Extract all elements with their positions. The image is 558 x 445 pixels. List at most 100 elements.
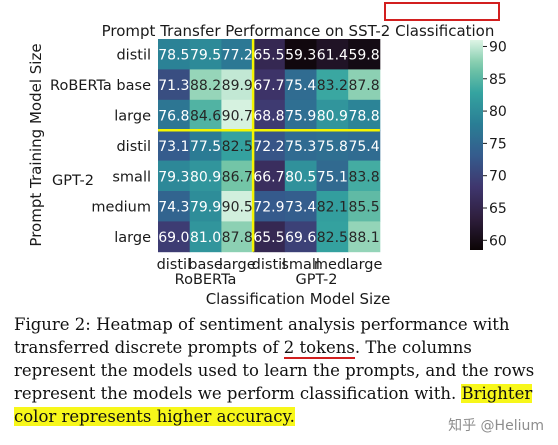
colorbar-tick-label: 85: [489, 72, 507, 88]
heatmap-cell: [158, 191, 191, 222]
cell-value-label: 87.8: [222, 230, 253, 246]
heatmap-cell: [253, 69, 286, 101]
heatmap-cell: [189, 69, 222, 101]
caption-label: Figure 2:: [14, 315, 91, 334]
heatmap-cell: [316, 39, 349, 70]
cell-value-label: 77.2: [222, 48, 253, 64]
heatmap-cell: [221, 160, 254, 192]
cell-value-label: 74.3: [158, 200, 189, 216]
cell-value-label: 86.7: [222, 169, 253, 185]
cell-value-label: 87.8: [348, 78, 379, 94]
heatmap-cell: [316, 130, 349, 161]
heatmap-cell: [284, 39, 317, 70]
heatmap-cell: [221, 99, 254, 131]
heatmap-cell: [189, 221, 222, 253]
cell-value-label: 79.9: [190, 200, 221, 216]
watermark: 知乎 @Helium: [448, 418, 544, 434]
colorbar-tick-label: 80: [489, 104, 507, 120]
cell-value-label: 80.9: [190, 169, 221, 185]
cell-value-label: 82.5: [317, 230, 348, 246]
x-tick-label: large: [346, 257, 383, 273]
heatmap-cell: [189, 130, 222, 161]
heatmap-cell: [158, 69, 191, 101]
heatmap-cell: [284, 221, 317, 253]
heatmap-cell: [316, 221, 349, 253]
heatmap-cells: 78.5 79.5 77.2 65.5 59.3 61.4 59.871.3 88.2 89.9…: [158, 39, 381, 253]
heatmap-cell: [253, 39, 286, 70]
colorbar-tick-label: 65: [489, 201, 507, 217]
heatmap-cell: [253, 99, 286, 131]
cell-value-label: 65.5: [253, 48, 284, 64]
heatmap-cell: [221, 191, 254, 222]
y-tick-label: large: [114, 230, 151, 246]
colorbar-tick-label: 60: [489, 233, 507, 249]
cell-value-label: 78.8: [348, 109, 379, 125]
heatmap-cell: [348, 39, 381, 70]
heatmap-cell: [158, 39, 191, 70]
cell-value-label: 85.5: [348, 200, 379, 216]
heatmap-cell: [189, 99, 222, 131]
cell-value-label: 72.9: [253, 200, 284, 216]
title-annotation-box: [384, 2, 500, 21]
cell-value-label: 59.8: [348, 48, 379, 64]
cell-value-label: 79.3: [158, 169, 189, 185]
cell-value-label: 84.6: [190, 109, 221, 125]
cell-value-label: 75.9: [285, 109, 316, 125]
x-axis-label: Classification Model Size: [206, 290, 391, 308]
heatmap-cell: [253, 221, 286, 253]
x-group-label: GPT-2: [296, 272, 338, 288]
cell-value-label: 89.9: [222, 78, 253, 94]
cell-value-label: 69.0: [158, 230, 189, 246]
cell-value-label: 90.7: [222, 109, 253, 125]
heatmap-cell: [189, 39, 222, 70]
cell-value-label: 75.4: [285, 78, 316, 94]
cell-value-label: 75.8: [317, 139, 348, 155]
cell-value-label: 75.3: [285, 139, 316, 155]
heatmap-figure: Prompt Transfer Performance on SST-2 Cla…: [27, 2, 507, 308]
cell-value-label: 88.2: [190, 78, 221, 94]
heatmap-cell: [284, 99, 317, 131]
cell-value-label: 82.5: [222, 139, 253, 155]
heatmap-cell: [158, 160, 191, 192]
y-tick-label: distil: [116, 48, 151, 64]
y-tick-label: medium: [91, 200, 151, 216]
cell-value-label: 82.1: [317, 200, 348, 216]
x-tick-labels: distilbaselargedistilsmallmed.largeRoBER…: [157, 257, 383, 288]
cell-value-label: 88.1: [348, 230, 379, 246]
heatmap-cell: [253, 160, 286, 192]
cell-value-label: 71.3: [158, 78, 189, 94]
caption-text-before: Heatmap of sentiment analysis performanc…: [14, 315, 510, 357]
x-tick-label: base: [188, 257, 223, 273]
y-tick-label: RoBERTa base: [50, 78, 151, 94]
colorbar-gradient: [470, 40, 483, 250]
heatmap-cell: [189, 191, 222, 222]
heatmap-cell: [284, 191, 317, 222]
x-tick-label: med.: [314, 257, 351, 273]
chart-title: Prompt Transfer Performance on SST-2 Cla…: [102, 22, 495, 40]
x-group-label: RoBERTa: [175, 272, 237, 288]
heatmap-cell: [348, 99, 381, 131]
heatmap-cell: [284, 160, 317, 192]
heatmap-cell: [158, 130, 191, 161]
cell-value-label: 81.0: [190, 230, 221, 246]
cell-value-label: 67.7: [253, 78, 284, 94]
x-tick-label: large: [219, 257, 256, 273]
heatmap-cell: [348, 130, 381, 161]
heatmap-cell: [348, 69, 381, 101]
cell-value-label: 73.4: [285, 200, 316, 216]
colorbar-tick-label: 75: [489, 136, 507, 152]
cell-value-label: 90.5: [222, 200, 253, 216]
cell-value-label: 83.8: [348, 169, 379, 185]
caption-text-middle: . The columns represent the models used …: [14, 338, 535, 403]
colorbar-tick-label: 90: [489, 39, 507, 55]
y-tick-label: distil: [116, 139, 151, 155]
cell-value-label: 72.2: [253, 139, 284, 155]
heatmap-cell: [284, 130, 317, 161]
heatmap-cell: [284, 69, 317, 101]
cell-value-label: 61.4: [317, 48, 348, 64]
heatmap-cell: [221, 130, 254, 161]
cell-value-label: 83.2: [317, 78, 348, 94]
cell-value-label: 76.8: [158, 109, 189, 125]
heatmap-cell: [158, 221, 191, 253]
cell-value-label: 69.6: [285, 230, 316, 246]
